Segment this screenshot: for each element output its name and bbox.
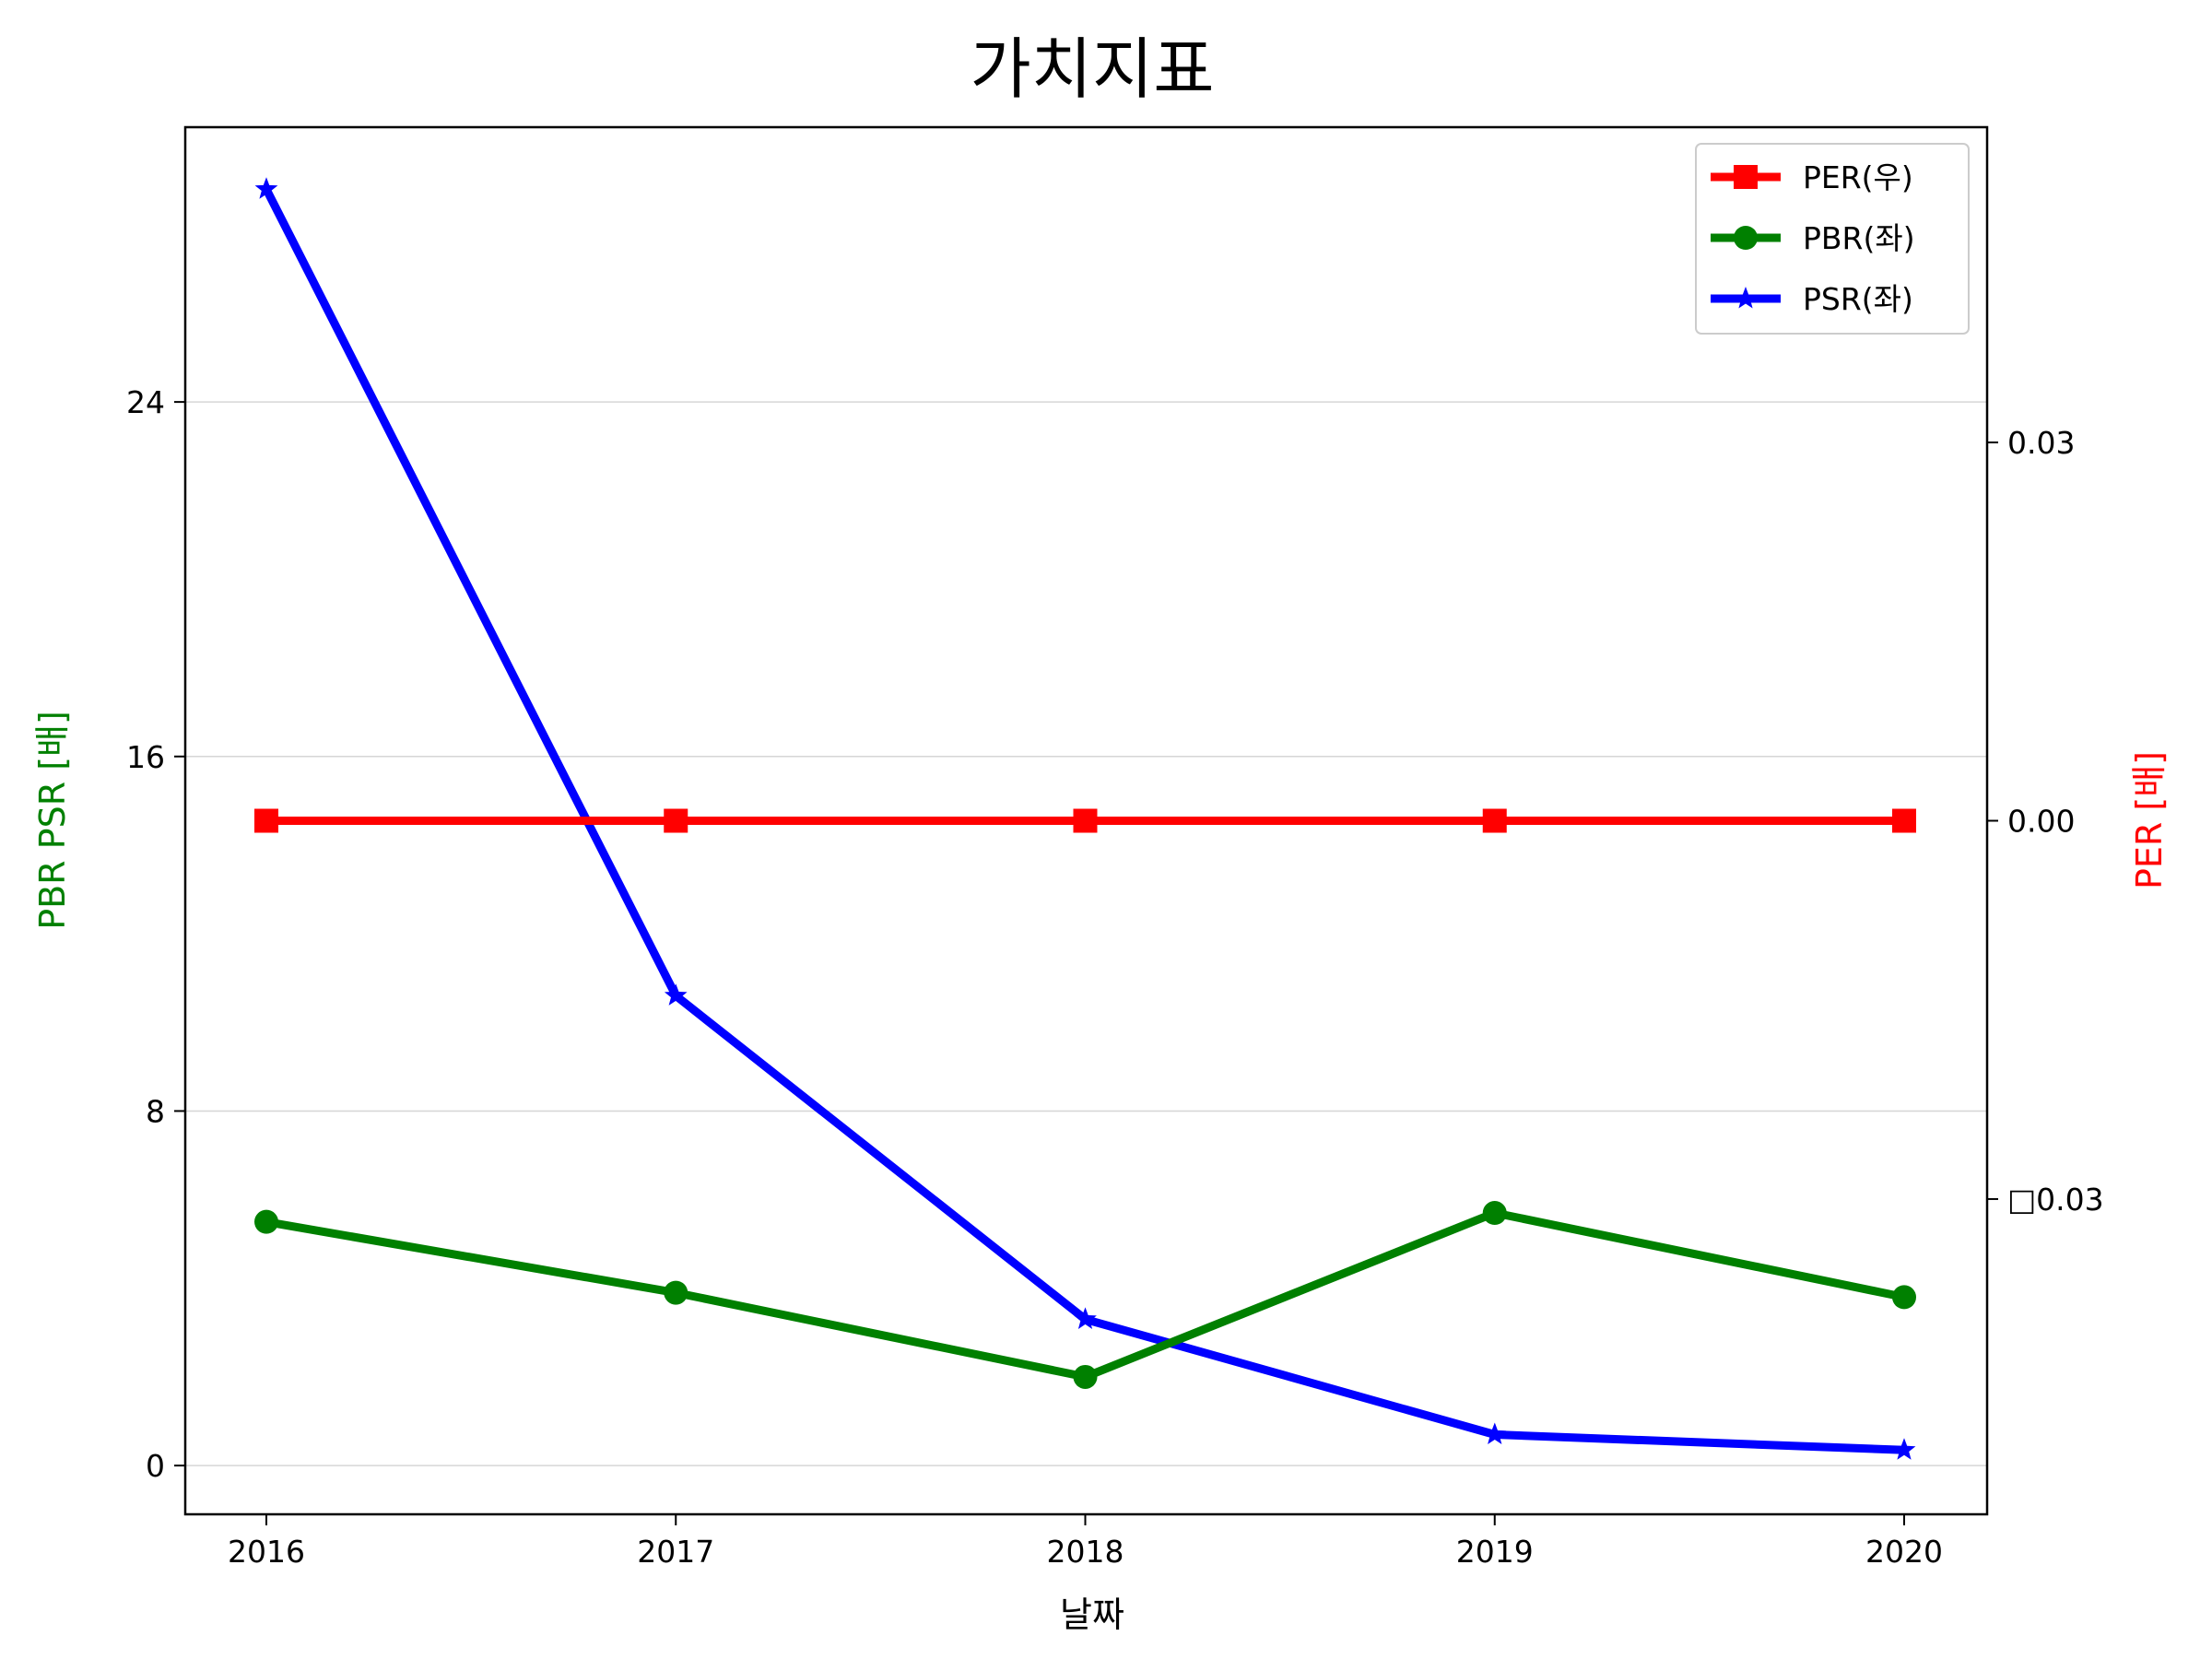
data-point-per	[254, 808, 278, 833]
x-axis: 2016 2017 2018 2019 2020	[228, 1514, 1943, 1570]
legend-label-per: PER(우)	[1803, 159, 1913, 195]
plot-series	[254, 177, 1916, 1460]
x-tick-label: 2020	[1865, 1534, 1943, 1570]
y-left-tick-label: 0	[146, 1448, 165, 1484]
y-left-tick-label: 16	[126, 739, 165, 775]
x-tick-label: 2018	[1047, 1534, 1124, 1570]
data-point-pbr	[1073, 1364, 1098, 1389]
data-point-pbr	[254, 1209, 278, 1234]
x-axis-label: 날짜	[1060, 1594, 1124, 1635]
y-left-tick-label: 24	[126, 384, 165, 420]
y-axis-right-label: PER [배]	[2129, 751, 2170, 889]
chart-title: 가치지표	[971, 30, 1215, 108]
y-right-tick-label: 0.00	[2007, 804, 2075, 840]
data-point-pbr	[1892, 1285, 1916, 1310]
series-per	[254, 808, 1916, 833]
series-pbr	[254, 1201, 1916, 1389]
y-axis-left-label: PBR PSR [배]	[32, 711, 73, 930]
x-tick-label: 2017	[637, 1534, 714, 1570]
data-point-psr	[664, 983, 688, 1006]
data-point-psr	[1892, 1438, 1916, 1460]
x-tick-label: 2019	[1456, 1534, 1534, 1570]
legend-marker-psr	[1734, 287, 1758, 309]
data-point-pbr	[664, 1280, 688, 1305]
x-tick-label: 2016	[228, 1534, 305, 1570]
y-right-tick-label: □0.03	[2007, 1182, 2104, 1218]
y-right-tick-label: 0.03	[2007, 425, 2075, 461]
data-point-psr	[254, 177, 278, 199]
grid-lines	[185, 401, 1987, 1466]
data-point-per	[1482, 808, 1507, 833]
data-point-psr	[1074, 1307, 1097, 1329]
data-point-pbr	[1482, 1201, 1507, 1226]
legend-label-psr: PSR(좌)	[1803, 281, 1913, 317]
data-point-per	[1073, 808, 1098, 833]
legend: PER(우) PBR(좌) PSR(좌)	[1695, 143, 1970, 335]
y-left-tick-label: 8	[146, 1093, 165, 1129]
legend-label-pbr: PBR(좌)	[1803, 220, 1915, 256]
data-point-per	[664, 808, 688, 833]
legend-marker-pbr	[1734, 226, 1758, 250]
y-axis-right: □0.03 0.00 0.03	[1987, 425, 2104, 1218]
y-axis-left: 0 8 16 24	[126, 384, 185, 1484]
series-psr	[254, 177, 1916, 1460]
legend-box	[1695, 143, 1970, 335]
data-point-psr	[1483, 1422, 1507, 1444]
legend-marker-per	[1734, 165, 1758, 189]
data-point-per	[1892, 808, 1916, 833]
